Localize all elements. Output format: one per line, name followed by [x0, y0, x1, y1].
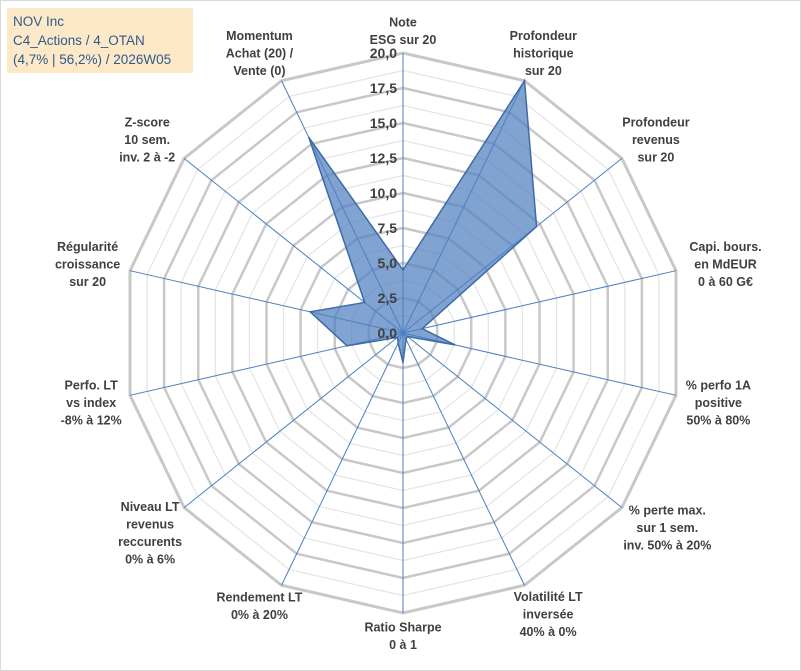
axis-label-line: Capi. bours.: [689, 240, 761, 254]
axis-label-line: ESG sur 20: [370, 33, 437, 47]
tick-label: 17,5: [370, 80, 397, 96]
axis-label: % perte max. sur 1 sem. inv. 50% à 20%: [623, 503, 711, 552]
axis-label-line: 0 à 1: [389, 638, 417, 652]
axis-label: Capi. bours. en MdEUR 0 à 60 G€: [689, 240, 761, 289]
radial-tick-labels: 0,0 2,5 5,0 7,5 10,0 12,5 15,0 17,5 20,0: [370, 45, 397, 341]
axis-label-line: vs index: [66, 396, 116, 410]
tick-label: 5,0: [378, 255, 398, 271]
axis-label-line: Momentum: [226, 29, 293, 43]
tick-label: 0,0: [378, 325, 398, 341]
axis-label: Momentum Achat (20) / Vente (0): [226, 29, 294, 78]
axis-label: Niveau LT revenus reccurents 0% à 6%: [118, 500, 182, 567]
tick-label: 12,5: [370, 150, 397, 166]
tick-label: 15,0: [370, 115, 397, 131]
axis-spoke: [183, 332, 404, 508]
data-point: [405, 338, 407, 341]
data-point: [396, 336, 399, 339]
chart-title-box: NOV Inc C4_Actions / 4_OTAN (4,7% | 56,2…: [7, 8, 193, 73]
axis-label-line: croissance: [55, 258, 120, 272]
axis-label: % perfo 1A positive 50% à 80%: [686, 379, 751, 428]
axis-label-line: positive: [695, 396, 742, 410]
data-point: [402, 361, 404, 364]
axis-spoke: [402, 332, 623, 508]
data-point: [523, 79, 526, 82]
axis-label: Rendement LT 0% à 20%: [217, 591, 303, 623]
data-point: [346, 344, 348, 347]
axis-label-line: Profondeur: [622, 115, 689, 129]
axis-label-line: % perte max.: [629, 503, 706, 517]
axis-label-line: 0 à 60 G€: [698, 275, 753, 289]
axis-label-line: Profondeur: [510, 29, 577, 43]
axis-spoke: [402, 270, 677, 334]
title-line-stats: (4,7% | 56,2%) / 2026W05: [13, 52, 172, 67]
axis-label-line: 0% à 20%: [231, 608, 288, 622]
tick-label: 20,0: [370, 45, 397, 61]
axis-label: Profondeur revenus sur 20: [622, 115, 689, 164]
data-point: [397, 342, 399, 344]
data-point: [535, 225, 538, 228]
axis-label-line: inversée: [523, 607, 574, 621]
data-point: [454, 344, 456, 346]
axis-label-line: % perfo 1A: [686, 379, 751, 393]
data-point: [421, 327, 423, 330]
axis-label-line: Achat (20) /: [226, 46, 294, 60]
data-point: [309, 311, 311, 313]
axis-label: Note ESG sur 20: [370, 16, 437, 48]
axis-spoke: [281, 332, 404, 586]
axis-label-line: Perfo. LT: [65, 379, 119, 393]
axis-label-line: inv. 2 à -2: [119, 150, 175, 164]
axis-label-line: Z-score: [125, 115, 170, 129]
axis-label-line: reccurents: [118, 535, 182, 549]
axis-label-line: Rendement LT: [217, 591, 303, 605]
axis-label: Z-score 10 sem. inv. 2 à -2: [119, 115, 175, 164]
axis-label-line: en MdEUR: [694, 258, 757, 272]
data-point: [402, 269, 404, 271]
axis-label-line: sur 20: [69, 275, 106, 289]
data-point: [308, 136, 310, 139]
series-area: [308, 78, 538, 363]
data-point: [406, 335, 409, 338]
axis-label-line: 50% à 80%: [686, 414, 750, 428]
axis-label-line: Note: [389, 16, 417, 30]
axis-label: Profondeur historique sur 20: [510, 29, 577, 78]
tick-label: 7,5: [378, 220, 398, 236]
axis-label-line: Ratio Sharpe: [364, 621, 441, 635]
axis-label-line: inv. 50% à 20%: [623, 538, 711, 552]
axis-label-line: -8% à 12%: [61, 414, 122, 428]
axis-label-line: Volatilité LT: [514, 590, 583, 604]
axis-label-line: sur 1 sem.: [636, 521, 698, 535]
axis-label-line: revenus: [126, 518, 174, 532]
tick-label: 10,0: [370, 185, 397, 201]
tick-label: 2,5: [378, 290, 398, 306]
axis-label-line: 10 sem.: [124, 133, 170, 147]
title-line-company: NOV Inc: [13, 14, 65, 29]
axis-spoke: [402, 332, 525, 586]
radar-series: [308, 78, 538, 364]
axis-label: Ratio Sharpe 0 à 1: [364, 621, 441, 653]
axis-label-line: sur 20: [525, 64, 562, 78]
axis-label: Volatilité LT inversée 40% à 0%: [514, 590, 583, 639]
axis-label-line: Vente (0): [233, 64, 285, 78]
axis-label: Régularité croissance sur 20: [55, 240, 120, 289]
axis-label-line: Régularité: [57, 240, 118, 254]
axis-label-line: sur 20: [637, 150, 674, 164]
axis-label-line: Niveau LT: [121, 500, 180, 514]
axis-label-line: 40% à 0%: [520, 625, 577, 639]
axis-label: Perfo. LT vs index -8% à 12%: [61, 379, 122, 428]
axis-labels: Note ESG sur 20 Profondeur historique sur 20…: [55, 16, 762, 653]
axis-label-line: revenus: [632, 133, 680, 147]
axis-label-line: 0% à 6%: [125, 553, 175, 567]
title-line-category: C4_Actions / 4_OTAN: [13, 33, 145, 48]
axis-label-line: historique: [513, 46, 573, 60]
data-point: [363, 301, 366, 304]
